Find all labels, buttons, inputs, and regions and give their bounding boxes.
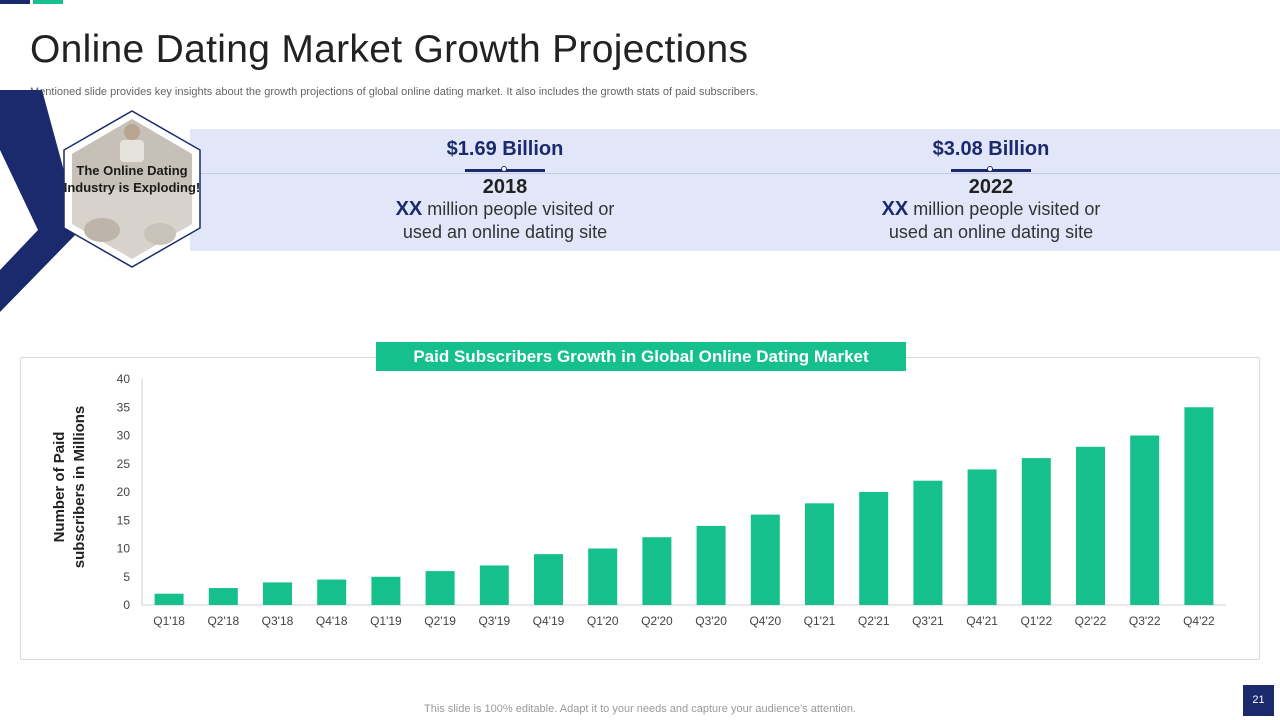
x-tick-label: Q2'19 — [424, 614, 456, 628]
x-tick-label: Q4'18 — [316, 614, 348, 628]
top-accent-navy — [0, 0, 30, 4]
page-number: 21 — [1243, 685, 1274, 716]
bar-Q2'22 — [1076, 446, 1105, 605]
x-tick-label: Q2'21 — [858, 614, 890, 628]
stats-band-line — [190, 173, 1280, 174]
bar-Q4'19 — [534, 554, 563, 605]
x-tick-label: Q2'22 — [1075, 614, 1107, 628]
stat-year: 2018 — [482, 176, 528, 198]
x-tick-label: Q2'18 — [207, 614, 239, 628]
bar-Q1'19 — [371, 576, 401, 605]
bar-Q3'21 — [913, 480, 943, 605]
x-tick-label: Q4'21 — [966, 614, 998, 628]
y-tick-label: 10 — [117, 542, 131, 556]
top-accent-green — [33, 0, 63, 4]
stat-amount: $1.69 Billion — [446, 138, 564, 160]
y-tick-label: 20 — [117, 485, 131, 499]
hexagon-badge: The Online Dating Industry is Exploding! — [62, 110, 202, 268]
hexagon-text: The Online Dating Industry is Exploding! — [63, 163, 201, 195]
x-tick-label: Q4'20 — [749, 614, 781, 628]
stat-amount: $3.08 Billion — [932, 138, 1050, 160]
y-axis-title-line: Number of Paid — [51, 432, 68, 543]
bar-Q3'18 — [263, 582, 292, 605]
bar-Q1'21 — [805, 503, 834, 605]
stat-desc-line1: million people visited or — [913, 199, 1101, 219]
page-title: Online Dating Market Growth Projections — [30, 28, 749, 71]
bar-Q1'18 — [154, 593, 184, 605]
stat-divider — [951, 166, 1031, 172]
bar-Q4'21 — [967, 469, 997, 605]
bar-Q2'20 — [642, 537, 672, 605]
x-tick-label: Q4'19 — [533, 614, 565, 628]
stat-2018: $1.69 Billion 2018 XX million people vis… — [345, 138, 665, 244]
stat-desc-line2: used an online dating site — [402, 222, 608, 242]
y-tick-label: 40 — [117, 372, 131, 386]
y-tick-label: 0 — [123, 598, 130, 612]
bar-Q4'18 — [317, 579, 347, 605]
stat-desc-line2: used an online dating site — [888, 222, 1094, 242]
bar-Q2'18 — [208, 588, 238, 605]
bar-Q3'20 — [696, 525, 726, 605]
stats-band — [190, 129, 1280, 251]
footer-note: This slide is 100% editable. Adapt it to… — [424, 703, 856, 715]
y-tick-label: 25 — [117, 457, 131, 471]
stat-description: XX million people visited or used an onl… — [345, 198, 665, 244]
y-tick-label: 5 — [123, 570, 130, 584]
bar-Q4'20 — [750, 514, 780, 605]
x-tick-label: Q1'20 — [587, 614, 619, 628]
chart-frame — [20, 357, 1260, 660]
bar-chart: 0 5 10 15 20 25 30 35 40 Q1'18 Q2'18 Q3'18 Q4'18 Q1'1… — [51, 372, 1226, 628]
stat-description: XX million people visited or used an onl… — [831, 198, 1151, 244]
x-tick-label: Q4'22 — [1183, 614, 1215, 628]
stat-2022: $3.08 Billion 2022 XX million people vis… — [831, 138, 1151, 244]
x-tick-label: Q1'18 — [153, 614, 185, 628]
stat-divider — [465, 166, 545, 172]
bar-Q2'19 — [425, 571, 455, 605]
x-tick-label: Q2'20 — [641, 614, 673, 628]
bar-Q3'19 — [479, 565, 509, 605]
x-tick-label: Q3'22 — [1129, 614, 1161, 628]
bar-Q1'20 — [588, 548, 618, 605]
x-tick-label: Q3'18 — [262, 614, 294, 628]
bar-Q3'22 — [1130, 435, 1160, 605]
stat-desc-line1: million people visited or — [427, 199, 615, 219]
x-tick-label: Q3'20 — [695, 614, 727, 628]
bar-Q4'22 — [1184, 407, 1214, 605]
x-tick-label: Q3'21 — [912, 614, 944, 628]
stat-year: 2022 — [968, 176, 1014, 198]
x-tick-label: Q3'19 — [478, 614, 510, 628]
divider-dot — [987, 166, 993, 172]
bar-Q1'22 — [1021, 458, 1051, 605]
navy-chevron-decoration — [0, 90, 80, 312]
chart-title: Paid Subscribers Growth in Global Online… — [376, 342, 906, 371]
y-axis-title-line: subscribers in Millions — [71, 406, 88, 569]
hexagon-photo-icon — [63, 110, 201, 268]
x-tick-label: Q1'19 — [370, 614, 402, 628]
y-tick-label: 30 — [117, 429, 131, 443]
x-tick-label: Q1'22 — [1020, 614, 1052, 628]
bar-Q2'21 — [859, 492, 889, 605]
y-tick-label: 35 — [117, 400, 131, 414]
page-subtitle: Mentioned slide provides key insights ab… — [30, 86, 759, 98]
x-tick-label: Q1'21 — [804, 614, 836, 628]
divider-dot — [501, 166, 507, 172]
y-tick-label: 15 — [117, 513, 131, 527]
stat-highlight: XX — [395, 198, 423, 220]
stat-highlight: XX — [881, 198, 909, 220]
